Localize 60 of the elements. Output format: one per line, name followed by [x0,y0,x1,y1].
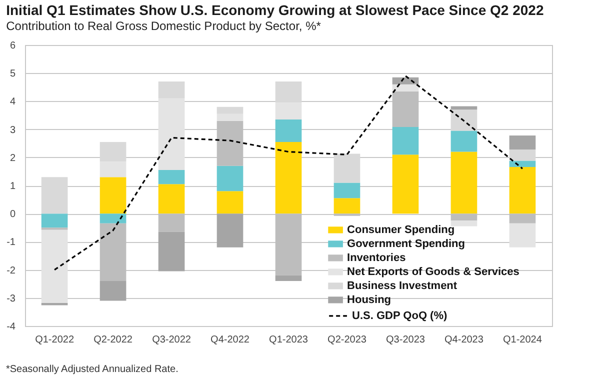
y-tick-label: 5 [10,68,16,80]
bar [216,191,244,214]
legend-label: U.S. GDP QoQ (%) [352,310,448,322]
bar [158,170,185,184]
text: *Seasonally Adjusted Annualized Rate. [6,364,180,375]
legend-label: Net Exports of Goods & Services [347,266,520,278]
bar [392,154,419,214]
x-tick-label: Q3-2022 [152,334,192,346]
bar [509,166,536,214]
y-tick-label: 6 [10,40,16,52]
bar [275,119,302,142]
y-tick-label: -4 [6,322,16,332]
x-tick-label: Q2-2023 [328,334,367,346]
y-tick-label: 0 [10,209,16,220]
bar [100,214,126,224]
bar [216,214,244,248]
x-tick-label: Q2-2022 [94,334,133,346]
chart-title: Initial Q1 Estimates Show U.S. Economy Growing at Slowest Pace Since Q2 2022 [6,2,544,18]
y-tick-label: -1 [6,237,16,248]
bar [509,150,536,161]
bar [392,127,419,155]
bar [392,84,419,92]
bar [334,154,360,183]
x-tick-label: Q1-2023 [269,334,308,346]
bar [509,160,536,167]
legend-label: Consumer Spending [347,224,455,236]
bar [41,214,68,228]
bar [275,142,302,214]
bar [100,281,126,301]
bar [509,135,536,150]
bar [334,198,360,214]
x-tick-label: Q1-2024 [503,334,542,346]
y-tick-label: 4 [10,96,16,108]
bar [275,275,302,282]
y-tick-label: 3 [10,124,16,136]
bar [216,166,244,192]
bar [334,182,360,198]
bar [158,184,185,214]
legend-label: Business Investment [347,280,458,292]
legend-label: Housing [347,294,392,306]
x-tick-label: Q4-2022 [210,334,250,346]
bar [450,152,478,214]
chart-subtitle: Contribution to Real Gross Domestic Product by Sector, %* [6,19,322,33]
x-tick-label: Q4-2023 [444,334,484,346]
y-tick-label: -3 [6,293,16,304]
bar [158,232,185,272]
bar [450,220,478,226]
legend-label: Inventories [347,252,406,264]
x-tick-label: Q1-2022 [35,334,74,346]
legend-label: Government Spending [347,238,465,250]
x-tick-label: Q3-2023 [386,334,426,346]
bar [100,177,126,214]
y-tick-label: -2 [6,265,16,276]
bar [41,230,68,303]
bar [41,177,68,214]
y-tick-label: 2 [10,152,16,164]
bar [450,110,478,131]
bar [450,130,478,152]
y-tick-label: 1 [10,181,16,192]
bar [509,223,536,248]
